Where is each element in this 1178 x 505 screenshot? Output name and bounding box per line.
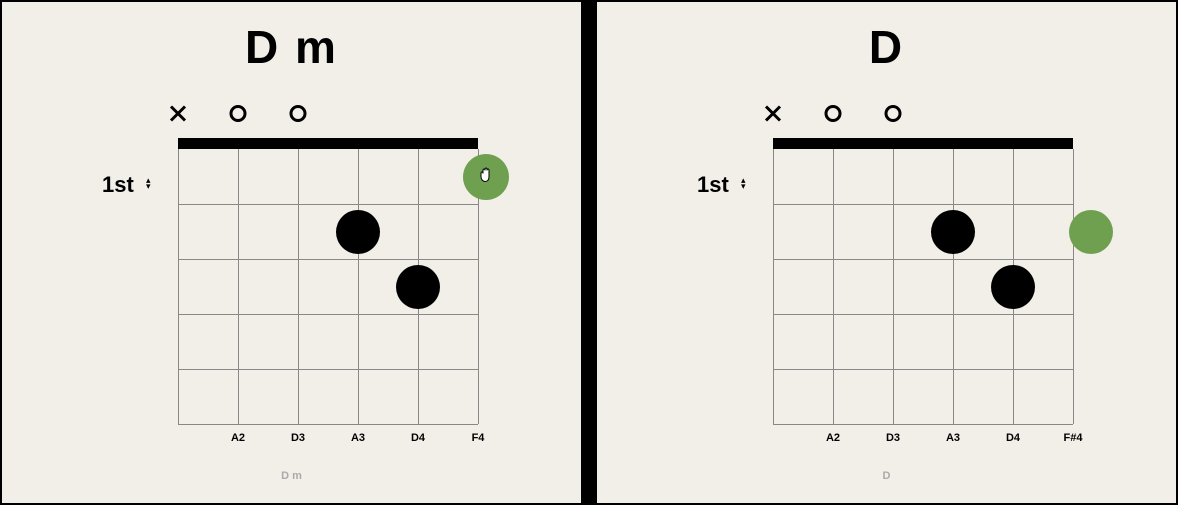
open-marker[interactable]	[823, 104, 843, 129]
string-line	[358, 149, 359, 424]
open-marker[interactable]	[883, 104, 903, 129]
chord-title: D m	[2, 20, 581, 74]
fret-line	[773, 369, 1073, 370]
chord-panel-right: D D 1st ▴▾ A2 D3 A3 D4 F#4	[595, 0, 1178, 505]
fret-line	[773, 204, 1073, 205]
finger-dot[interactable]	[1069, 210, 1113, 254]
chord-title: D	[597, 20, 1176, 74]
note-label: D3	[886, 432, 900, 444]
string-line	[953, 149, 954, 424]
finger-dot[interactable]	[336, 210, 380, 254]
fret-line	[178, 314, 478, 315]
note-label: F4	[472, 432, 485, 444]
fret-line	[178, 424, 478, 425]
chord-caption: D m	[2, 470, 581, 482]
string-line	[1073, 149, 1074, 424]
nut-bar	[178, 138, 478, 149]
finger-dot[interactable]	[931, 210, 975, 254]
finger-dot[interactable]	[991, 265, 1035, 309]
fret-line	[178, 259, 478, 260]
open-marker[interactable]	[228, 104, 248, 129]
fret-stepper-arrows[interactable]: ▴▾	[741, 177, 746, 189]
note-label: F#4	[1064, 432, 1083, 444]
note-label: A3	[351, 432, 365, 444]
fret-position-label[interactable]: 1st	[697, 172, 729, 198]
fret-stepper-arrows[interactable]: ▴▾	[146, 177, 151, 189]
fret-line	[178, 369, 478, 370]
fret-position-label[interactable]: 1st	[102, 172, 134, 198]
string-line	[833, 149, 834, 424]
note-label: A2	[826, 432, 840, 444]
finger-dot[interactable]	[396, 265, 440, 309]
note-label: D4	[1006, 432, 1020, 444]
string-line	[773, 149, 774, 424]
chord-caption: D	[597, 470, 1176, 482]
panel-divider	[583, 0, 595, 505]
string-line	[298, 149, 299, 424]
fret-line	[178, 204, 478, 205]
string-line	[178, 149, 179, 424]
note-label: A3	[946, 432, 960, 444]
string-line	[238, 149, 239, 424]
string-line	[893, 149, 894, 424]
fret-line	[773, 424, 1073, 425]
finger-dot[interactable]	[463, 154, 509, 200]
chord-panel-left: D m D m 1st ▴▾ A2 D3 A3 D4 F4	[0, 0, 583, 505]
note-label: D3	[291, 432, 305, 444]
note-label: A2	[231, 432, 245, 444]
mute-marker[interactable]	[168, 104, 188, 129]
open-marker[interactable]	[288, 104, 308, 129]
fret-line	[773, 314, 1073, 315]
fret-line	[773, 259, 1073, 260]
nut-bar	[773, 138, 1073, 149]
note-label: D4	[411, 432, 425, 444]
mute-marker[interactable]	[763, 104, 783, 129]
